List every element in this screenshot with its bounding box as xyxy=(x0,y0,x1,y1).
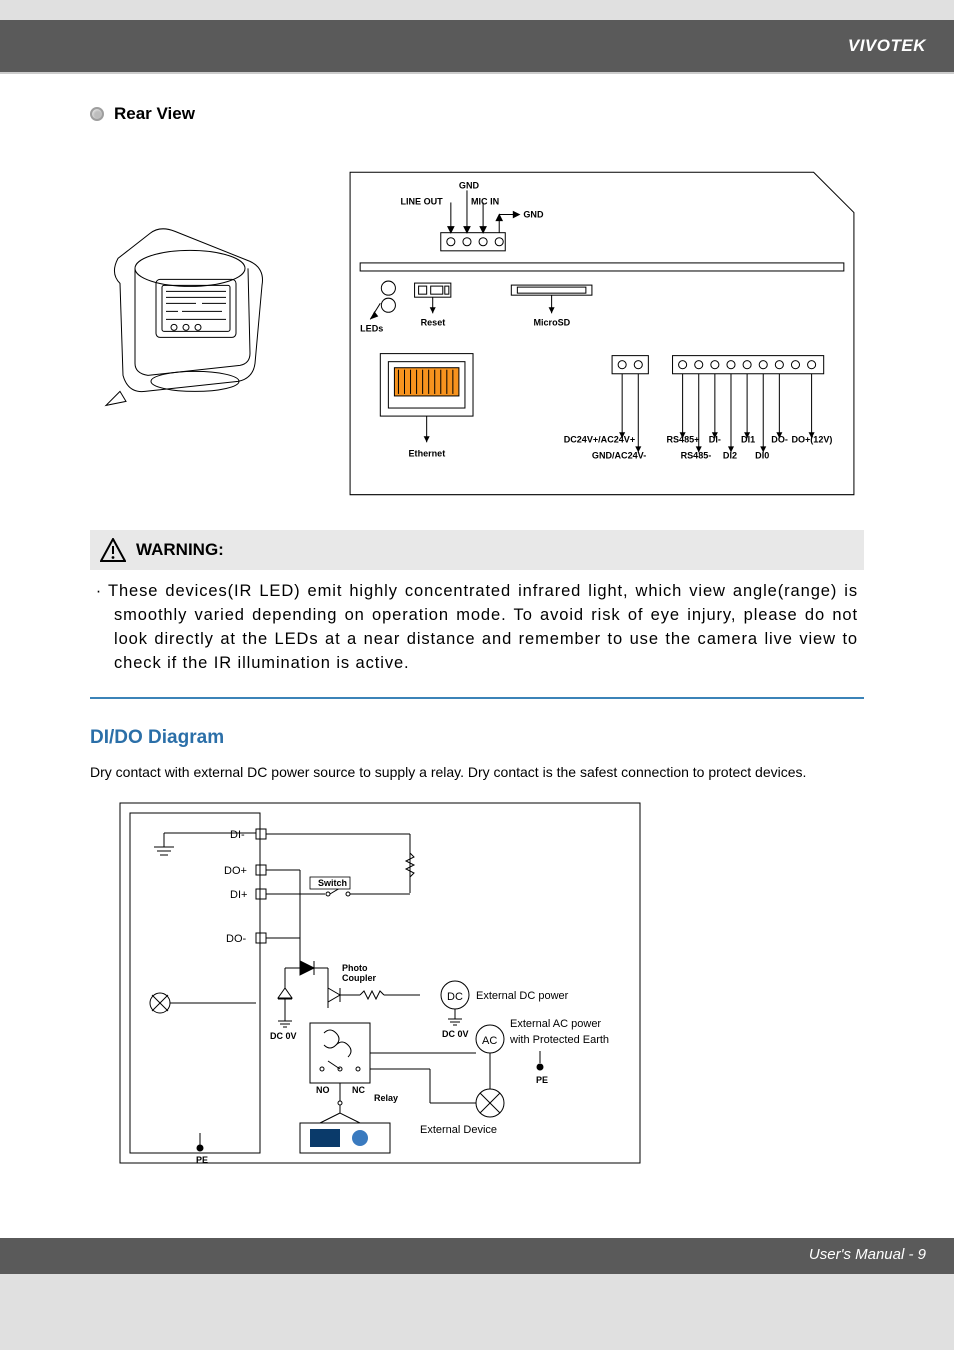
label-mic-in: MIC IN xyxy=(471,196,499,206)
footer-text: User's Manual - 9 xyxy=(809,1246,926,1263)
dido-ac-circle: AC xyxy=(482,1035,497,1047)
label-leds: LEDs xyxy=(360,323,383,333)
label-di-minus: DI- xyxy=(709,434,721,444)
dido-ext-dc: External DC power xyxy=(476,990,569,1002)
section-rule xyxy=(90,697,864,699)
dido-pe-left: PE xyxy=(196,1155,208,1165)
label-ethernet: Ethernet xyxy=(409,448,446,458)
dido-heading: DI/DO Diagram xyxy=(90,727,864,749)
label-di1: DI1 xyxy=(741,434,755,444)
terminal-strip: DC24V+/AC24V+ RS485+ DI- DI1 DO- DO+(12V… xyxy=(564,356,833,461)
warning-bar: WARNING: xyxy=(90,530,864,570)
rear-view-heading: Rear View xyxy=(90,104,864,124)
dido-di-minus: DI- xyxy=(230,829,245,841)
label-dc24v: DC24V+/AC24V+ xyxy=(564,434,635,444)
dido-ext-ac-1: External AC power xyxy=(510,1018,601,1030)
content-area: Rear View xyxy=(0,74,954,1238)
rear-view-title: Rear View xyxy=(114,104,195,124)
warning-title: WARNING: xyxy=(136,540,224,560)
label-rs485p: RS485+ xyxy=(666,434,699,444)
dido-photo-coupler-1: Photo xyxy=(342,963,368,973)
dido-switch: Switch xyxy=(318,878,347,888)
dido-no: NO xyxy=(316,1085,330,1095)
label-di2: DI2 xyxy=(723,450,737,460)
manual-page: VIVOTEK Rear View xyxy=(0,20,954,1274)
brand-label: VIVOTEK xyxy=(848,36,926,56)
dido-di-plus: DI+ xyxy=(230,889,247,901)
dido-dc-circle: DC xyxy=(447,991,463,1003)
warning-body-text: These devices(IR LED) emit highly concen… xyxy=(108,582,858,672)
label-do-plus12: DO+(12V) xyxy=(791,434,832,444)
label-line-out: LINE OUT xyxy=(400,196,443,206)
dido-do-plus: DO+ xyxy=(224,865,247,877)
label-gnd-ac24v: GND/AC24V- xyxy=(592,450,646,460)
label-microsd: MicroSD xyxy=(533,317,570,327)
dido-ext-device: External Device xyxy=(420,1124,497,1136)
dido-dc0v-2: DC 0V xyxy=(442,1029,469,1039)
label-reset: Reset xyxy=(421,317,446,327)
label-rs485m: RS485- xyxy=(681,450,712,460)
camera-drawing xyxy=(90,142,310,505)
label-gnd1: GND xyxy=(459,180,480,190)
dido-note: Dry contact with external DC power sourc… xyxy=(90,763,864,783)
dido-ext-ac-2: with Protected Earth xyxy=(509,1034,609,1046)
rear-panel-diagram: LINE OUT GND MIC IN GND LEDs xyxy=(340,142,864,505)
warning-icon xyxy=(100,538,126,562)
header-band: VIVOTEK xyxy=(0,20,954,74)
footer-band: User's Manual - 9 xyxy=(0,1238,954,1274)
ethernet-port: Ethernet xyxy=(380,354,473,459)
rear-view-figure: LINE OUT GND MIC IN GND LEDs xyxy=(90,142,864,505)
bullet-icon xyxy=(90,107,104,121)
dido-pe-right: PE xyxy=(536,1075,548,1085)
dido-do-minus: DO- xyxy=(226,933,247,945)
dido-relay: Relay xyxy=(374,1093,398,1103)
dido-photo-coupler-2: Coupler xyxy=(342,973,376,983)
label-gnd2: GND xyxy=(523,210,544,220)
warning-text: ·These devices(IR LED) emit highly conce… xyxy=(90,570,864,692)
label-do-minus: DO- xyxy=(771,434,788,444)
label-di0: DI0 xyxy=(755,450,769,460)
dido-diagram: DI- DO+ DI+ DO- xyxy=(110,793,730,1173)
dido-dc0v-1: DC 0V xyxy=(270,1031,297,1041)
dido-nc: NC xyxy=(352,1085,365,1095)
